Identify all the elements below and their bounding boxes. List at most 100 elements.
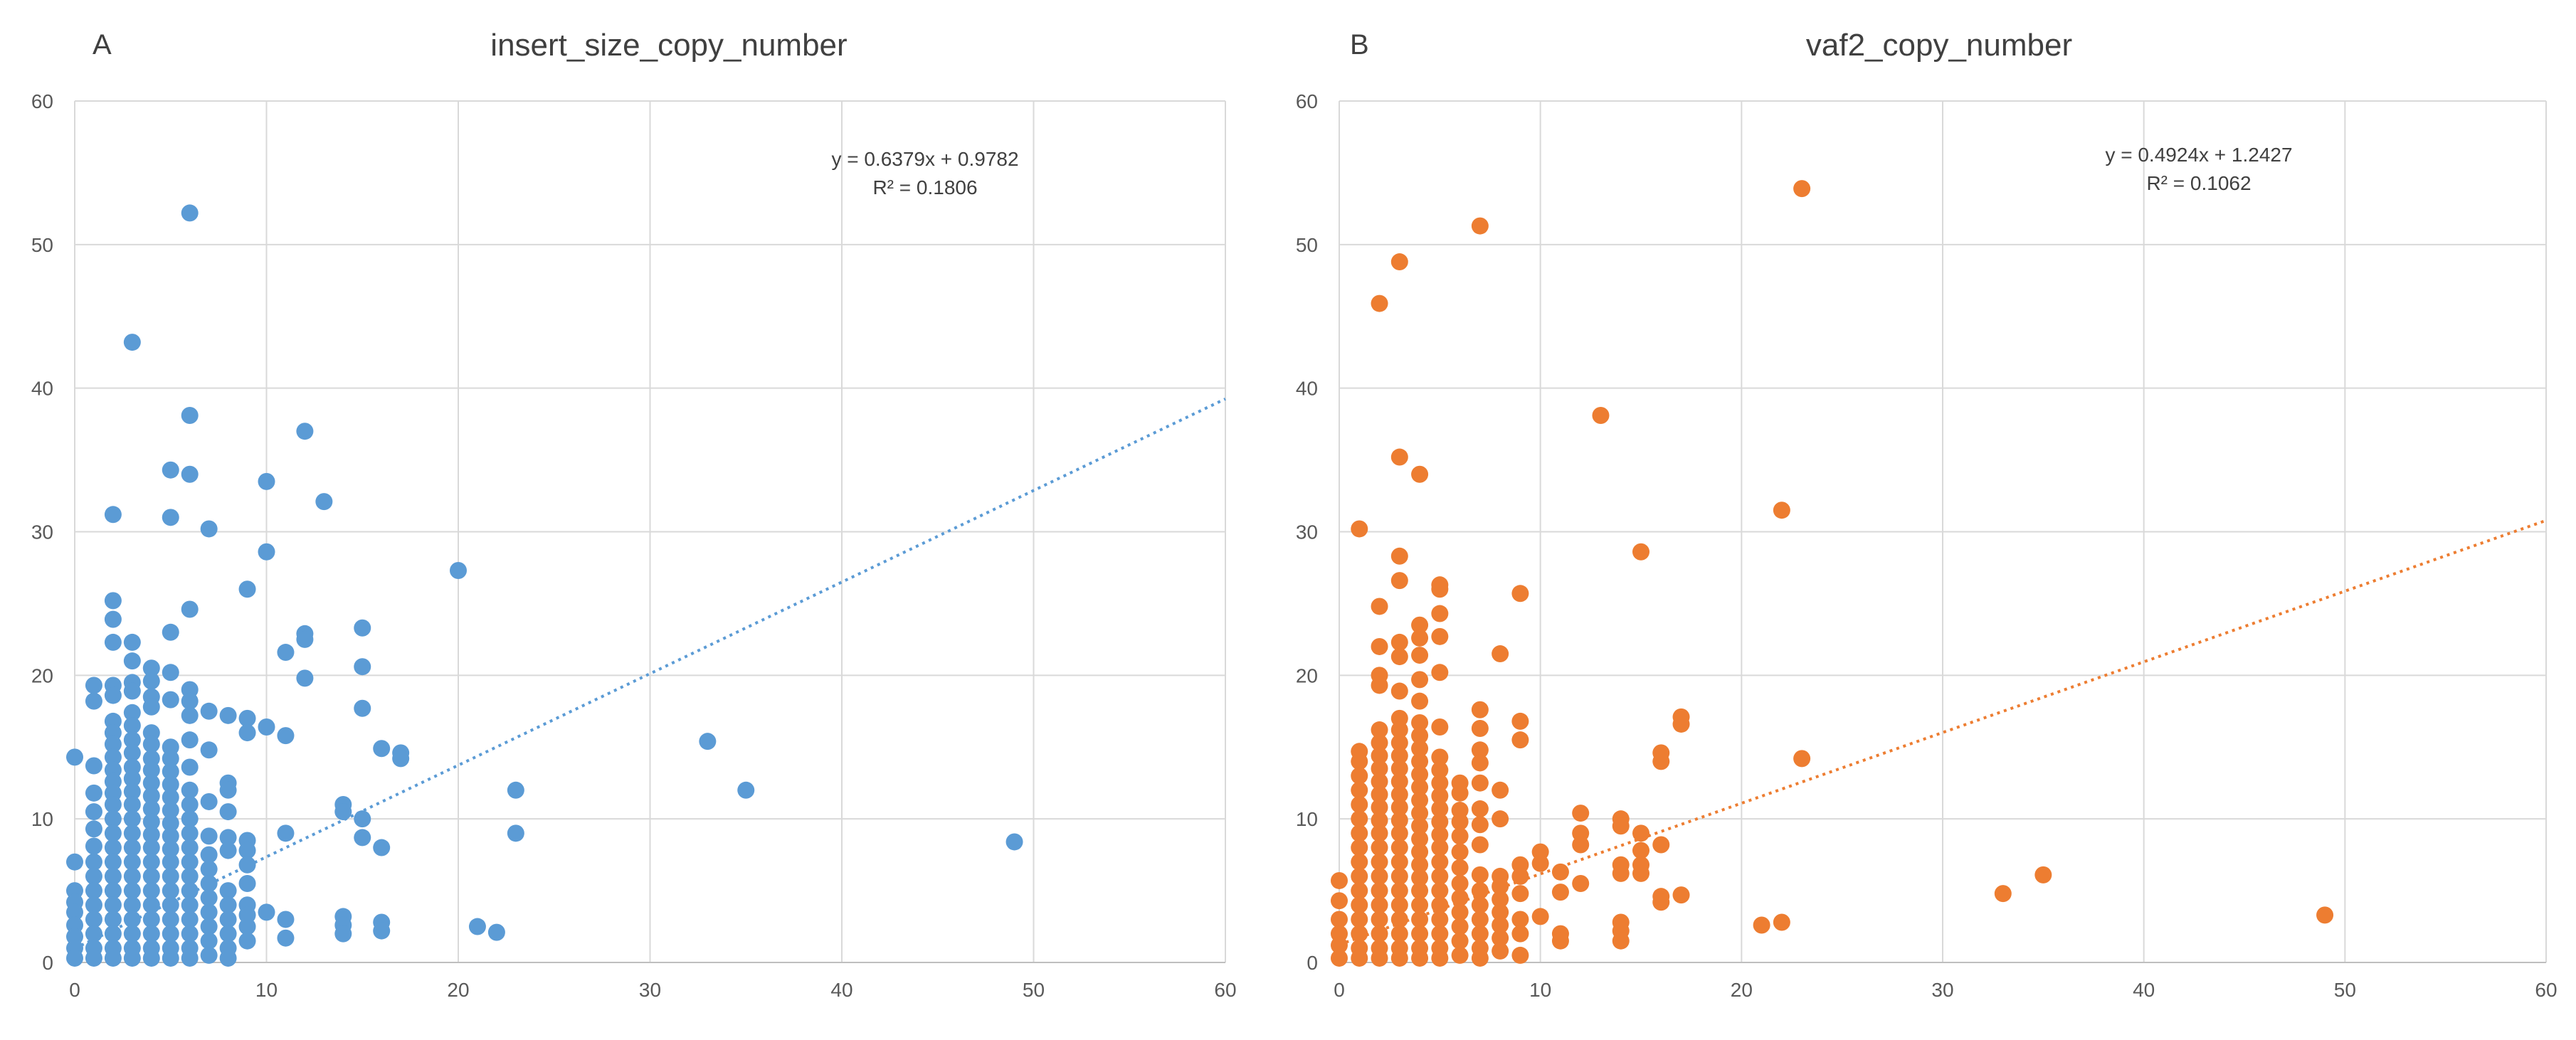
data-point-b — [1390, 882, 1408, 900]
data-point-a — [104, 925, 122, 943]
data-point-b — [1451, 784, 1469, 802]
data-point-b — [1351, 824, 1368, 842]
data-point-b — [1371, 637, 1388, 655]
y-tick-label-b: 60 — [1296, 90, 1318, 112]
y-tick-label-a: 10 — [31, 808, 53, 830]
data-point-a — [104, 506, 122, 524]
data-point-a — [354, 699, 371, 717]
data-point-b — [1672, 886, 1690, 904]
data-point-b — [2034, 866, 2052, 884]
data-point-b — [1411, 671, 1429, 689]
data-point-b — [1371, 949, 1388, 967]
data-point-a — [277, 727, 295, 745]
data-point-a — [142, 853, 160, 871]
data-point-b — [1390, 633, 1408, 651]
data-point-b — [1390, 853, 1408, 871]
data-point-b — [1390, 925, 1408, 943]
data-point-a — [85, 837, 102, 855]
data-point-b — [1390, 747, 1408, 765]
data-point-b — [1390, 572, 1408, 590]
data-point-b — [1331, 936, 1348, 954]
data-point-b — [1411, 925, 1429, 943]
data-point-a — [219, 781, 237, 799]
data-point-a — [162, 775, 179, 793]
data-point-a — [123, 795, 141, 813]
data-point-a — [487, 923, 505, 941]
data-point-a — [123, 716, 141, 734]
data-point-a — [142, 736, 160, 753]
data-point-b — [1351, 853, 1368, 871]
data-point-a — [123, 744, 141, 762]
data-point-a — [142, 896, 160, 914]
data-point-a — [181, 911, 199, 928]
x-tick-label-b: 10 — [1529, 979, 1551, 1001]
data-points-b — [1331, 180, 2334, 967]
data-point-a — [162, 763, 179, 780]
data-point-a — [85, 676, 102, 694]
data-point-a — [296, 669, 314, 687]
data-point-b — [1431, 800, 1449, 818]
data-point-a — [277, 824, 295, 842]
data-point-b — [1471, 866, 1489, 884]
data-point-b — [1411, 869, 1429, 886]
data-point-b — [1451, 903, 1469, 921]
data-point-a — [123, 853, 141, 871]
data-point-b — [1471, 754, 1489, 772]
data-point-a — [162, 815, 179, 832]
data-point-b — [1572, 874, 1590, 892]
data-point-a — [200, 702, 218, 720]
data-point-b — [1511, 731, 1529, 749]
data-point-a — [162, 461, 179, 479]
data-point-b — [1411, 713, 1429, 731]
data-point-b — [1371, 676, 1388, 694]
data-point-a — [296, 423, 314, 440]
data-point-b — [1371, 785, 1388, 803]
data-point-b — [1612, 864, 1630, 882]
data-point-b — [1431, 925, 1449, 943]
data-point-a — [104, 839, 122, 856]
data-point-b — [1652, 836, 1670, 854]
tick-labels-b: 0 10 20 30 40 50 60 0 10 20 30 40 50 60 — [1296, 90, 2557, 1001]
data-point-b — [1351, 925, 1368, 943]
data-point-b — [1390, 839, 1408, 856]
data-point-a — [200, 889, 218, 907]
data-point-a — [258, 472, 275, 490]
data-point-a — [162, 750, 179, 768]
data-point-b — [1390, 448, 1408, 466]
data-point-a — [142, 949, 160, 967]
data-point-b — [1390, 721, 1408, 739]
data-point-b — [1471, 896, 1489, 914]
data-point-a — [162, 949, 179, 967]
data-point-a — [123, 925, 141, 943]
data-point-a — [392, 750, 410, 768]
data-point-a — [181, 867, 199, 885]
data-point-b — [1492, 810, 1509, 828]
data-point-b — [1351, 882, 1368, 900]
data-point-b — [1411, 465, 1429, 483]
data-point-b — [1511, 925, 1529, 943]
data-point-b — [1431, 664, 1449, 681]
data-point-a — [219, 829, 237, 847]
data-point-b — [1492, 942, 1509, 960]
data-point-a — [104, 686, 122, 704]
data-point-b — [1672, 715, 1690, 733]
data-point-a — [507, 824, 524, 842]
data-point-b — [1390, 760, 1408, 778]
data-point-a — [85, 949, 102, 967]
data-point-a — [162, 911, 179, 928]
data-point-a — [142, 659, 160, 677]
data-point-b — [1411, 647, 1429, 664]
chart-panel-a: A insert_size_copy_number 0 10 20 30 40 50 600… — [31, 28, 1237, 1001]
data-point-a — [219, 803, 237, 821]
data-point-a — [123, 682, 141, 700]
chart-panel-b: B vaf2_copy_number 0 10 20 30 40 50 60 0 10 20 30 4… — [1296, 28, 2557, 1001]
data-point-a — [123, 731, 141, 749]
data-point-b — [1492, 878, 1509, 896]
data-point-b — [1471, 816, 1489, 834]
data-point-b — [1511, 885, 1529, 903]
data-point-b — [1632, 543, 1649, 561]
data-point-a — [162, 509, 179, 526]
data-point-a — [200, 932, 218, 950]
data-point-b — [1371, 760, 1388, 778]
data-point-b — [1431, 911, 1449, 928]
